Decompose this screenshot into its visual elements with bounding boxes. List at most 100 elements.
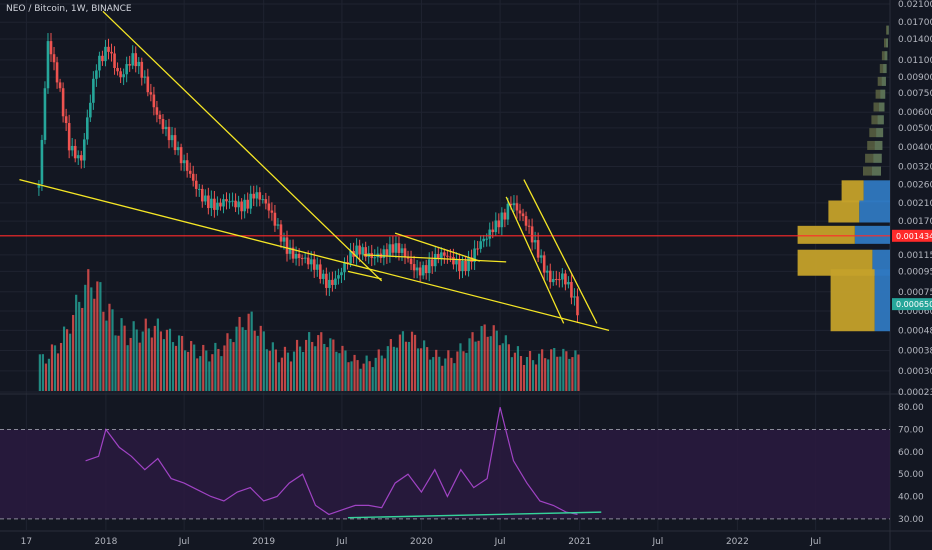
volume-bar [162,339,166,391]
x-tick-label: Jul [651,537,663,547]
candle-body [306,257,310,265]
volume-bar [138,342,141,391]
volume-bar [522,364,526,391]
volume-bar [150,337,153,391]
volume-bar [93,298,96,391]
price-trendline[interactable] [394,232,481,262]
candle-body [95,70,98,79]
candle-body [228,201,231,203]
volume-bar [338,353,341,391]
volume-bar [220,356,223,391]
volume-bar [62,326,66,391]
candle-body [76,155,80,159]
volume-bar [295,339,299,391]
candle-body [161,119,165,130]
candle-body [467,257,470,272]
candle-body [276,224,280,226]
candle-body [128,64,131,66]
candle-body [137,61,141,67]
volume-bar [368,361,371,391]
volume-bar [108,303,111,391]
candle-body [92,78,95,103]
volume-bar [332,339,335,391]
volume-bar [507,344,510,391]
candle-body [412,264,416,271]
candle-body [37,184,41,188]
candle-body [328,279,331,288]
price-trendline[interactable] [363,254,507,263]
volume-bar [401,331,405,391]
volume-bar [202,344,205,391]
rsi-band-fill [0,429,890,519]
candle-body [409,258,413,265]
volume-bar [232,342,235,391]
volume-bar [547,359,550,391]
candle-body [382,249,386,258]
volume-bar [75,294,78,391]
candle-body [125,64,128,75]
candle-body [222,199,225,207]
candle-body [497,220,501,228]
price-tag-box [892,298,932,311]
candle-body [197,188,201,190]
volume-bar [468,338,471,391]
price-trendline[interactable] [19,178,610,331]
volume-bar [416,348,420,391]
candle-body [406,257,410,259]
candle-body [373,257,377,259]
volume-bar [410,331,414,391]
candle-body [427,259,431,274]
volume-bar [256,335,259,391]
volume-bar [550,349,553,391]
candle-body [158,114,162,120]
candle-body [485,238,489,240]
candle-body [231,200,234,202]
volume-bar [123,325,126,391]
price-trendline[interactable] [347,270,382,280]
volume-bar [241,327,244,391]
volume-bar [374,357,377,391]
volume-bar [413,334,417,391]
x-tick-label: 17 [21,537,32,547]
volume-bar [492,325,495,391]
candle-body [391,244,395,253]
candle-body [312,259,316,270]
price-trendline[interactable] [102,10,383,282]
volume-bar [371,367,374,391]
price-tick-label: 0.011000 [898,56,932,66]
price-trendline[interactable] [523,179,598,324]
candle-body [216,202,219,210]
volume-bar [277,362,281,391]
volume-bar [377,349,380,391]
candle-body [418,267,422,276]
volume-bar [211,354,214,391]
candle-body [279,224,283,242]
trendlines[interactable] [19,10,610,331]
candle-body [79,155,83,161]
volume-profile-minor-bar [879,64,887,74]
volume-bar [504,335,507,391]
volume-bar [102,311,105,391]
volume-bar [429,359,432,391]
price-trendline[interactable] [505,196,565,324]
volume-bar [438,356,441,391]
volume-bar [90,287,93,391]
volume-bar [193,344,196,391]
volume-bar [353,354,356,391]
volume-bar [453,363,456,391]
price-tick-label: 0.000300 [898,367,932,377]
volume-bar [244,329,247,391]
axes: 17 2018 Jul 2019 Jul 2020 Jul 2021 Jul 2022 Jul 0.0… [21,0,932,547]
candle-body [455,260,458,265]
candle-body [40,139,44,185]
candle-body [270,210,274,213]
volume-bar [69,333,72,391]
volume-bar [389,339,392,391]
volume-bar [317,335,320,391]
candle-body [113,53,116,68]
candle-body [515,203,519,211]
candle-body [110,51,113,54]
rsi-trendline[interactable] [347,511,602,519]
candle-body [64,116,68,124]
